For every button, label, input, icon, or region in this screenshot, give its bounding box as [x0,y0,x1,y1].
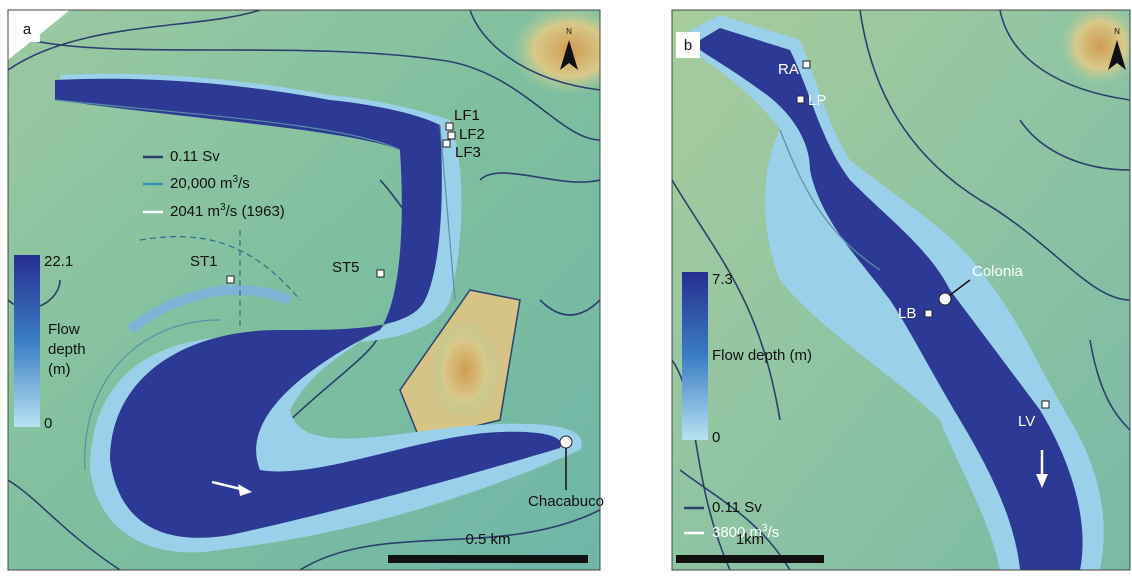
north-label: N [566,27,572,36]
scale-bar [388,555,588,563]
figure: a N LF1 LF2 LF3 ST1 ST5 Chacabuco 0.11 S… [0,0,1132,573]
site-marker [797,96,804,103]
site-marker [446,123,453,130]
colorbar-title: depth [48,341,86,358]
site-marker [448,132,455,139]
site-marker [939,293,951,305]
scale-label: 0.5 km [465,531,510,548]
site-label: LP [808,92,826,109]
colorbar-title: Flow depth (m) [712,347,812,364]
site-label: LF1 [454,107,480,124]
site-label: LV [1018,413,1035,430]
site-label: Colonia [972,263,1024,280]
legend-label: 20,000 m3/s [170,174,250,192]
panel-label: a [23,21,32,38]
colorbar-title: Flow [48,321,80,338]
colorbar-min: 0 [712,429,720,446]
colorbar [14,255,40,427]
site-label: LF3 [455,144,481,161]
site-marker [1042,401,1049,408]
panel-label: b [684,37,692,54]
map-b [672,5,1132,570]
legend-label: 2041 m3/s (1963) [170,202,285,220]
legend-label: 0.11 Sv [170,148,220,165]
scale-bar [676,555,824,563]
scale-label: 1km [736,531,764,548]
site-marker [443,140,450,147]
site-label: ST5 [332,259,360,276]
site-label: ST1 [190,253,218,270]
legend-label: 0.11 Sv [712,499,762,516]
map-a [8,5,630,570]
north-label: N [1114,27,1120,36]
site-marker [560,436,572,448]
site-label: RA [778,61,799,78]
colorbar-title: (m) [48,361,71,378]
colorbar [682,272,708,440]
colorbar-max: 22.1 [44,253,73,270]
colorbar-min: 0 [44,415,52,432]
colorbar-max: 7.3 [712,271,733,288]
site-marker [227,276,234,283]
site-label: LB [898,305,916,322]
site-marker [925,310,932,317]
site-label: Chacabuco [528,493,604,510]
site-marker [803,61,810,68]
site-label: LF2 [459,126,485,143]
site-marker [377,270,384,277]
hill [430,320,500,420]
